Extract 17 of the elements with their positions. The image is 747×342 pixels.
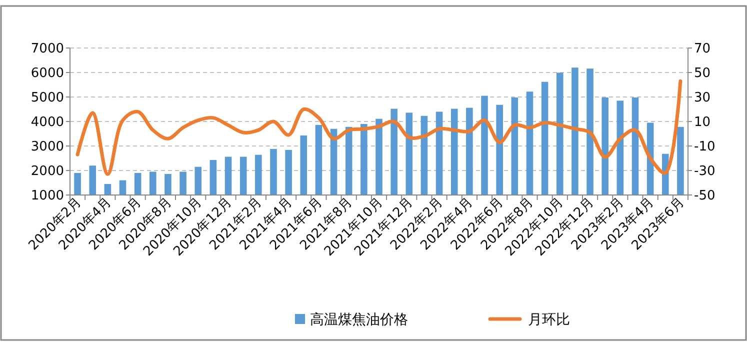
y-tick-label: 3000: [30, 140, 64, 155]
y-tick-label: 5000: [30, 90, 64, 106]
line-series: [76, 79, 682, 176]
y2-tick-label: 70: [694, 42, 711, 57]
y2-tick-label: 30: [694, 90, 711, 106]
y2-tick-label: 10: [694, 115, 711, 130]
y2-tick-label: 50: [694, 66, 711, 82]
legend-label: 月环比: [528, 312, 570, 328]
y2-tick-label: -30: [694, 164, 716, 180]
y-tick-label: 6000: [30, 66, 64, 82]
y2-tick-label: -50: [694, 188, 716, 204]
y-tick-label: 4000: [30, 115, 64, 130]
legend-label: 高温煤焦油价格: [310, 312, 408, 328]
y-tick-label: 7000: [30, 42, 64, 57]
y2-tick-label: -10: [694, 140, 716, 155]
y-tick-label: 2000: [30, 164, 64, 180]
y-tick-label: 1000: [30, 188, 64, 204]
